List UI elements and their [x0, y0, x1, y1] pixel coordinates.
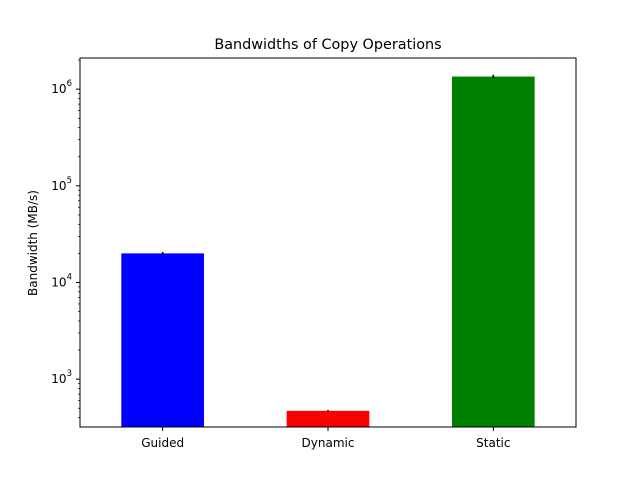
y-tick-label-4: 104 [51, 272, 72, 289]
y-tick-label-3: 103 [51, 369, 72, 386]
chart-title: Bandwidths of Copy Operations [214, 37, 441, 53]
y-tick-label-5: 105 [51, 176, 72, 193]
x-tick-label-dynamic: Dynamic [302, 436, 355, 450]
bar-static [452, 76, 535, 427]
x-tick-label-guided: Guided [141, 436, 184, 450]
y-axis-label: Bandwidth (MB/s) [26, 190, 40, 296]
bar-dynamic [286, 410, 370, 427]
x-tick-label-static: Static [476, 436, 510, 450]
y-tick-label-6: 106 [51, 79, 72, 96]
bar-guided [121, 253, 204, 427]
